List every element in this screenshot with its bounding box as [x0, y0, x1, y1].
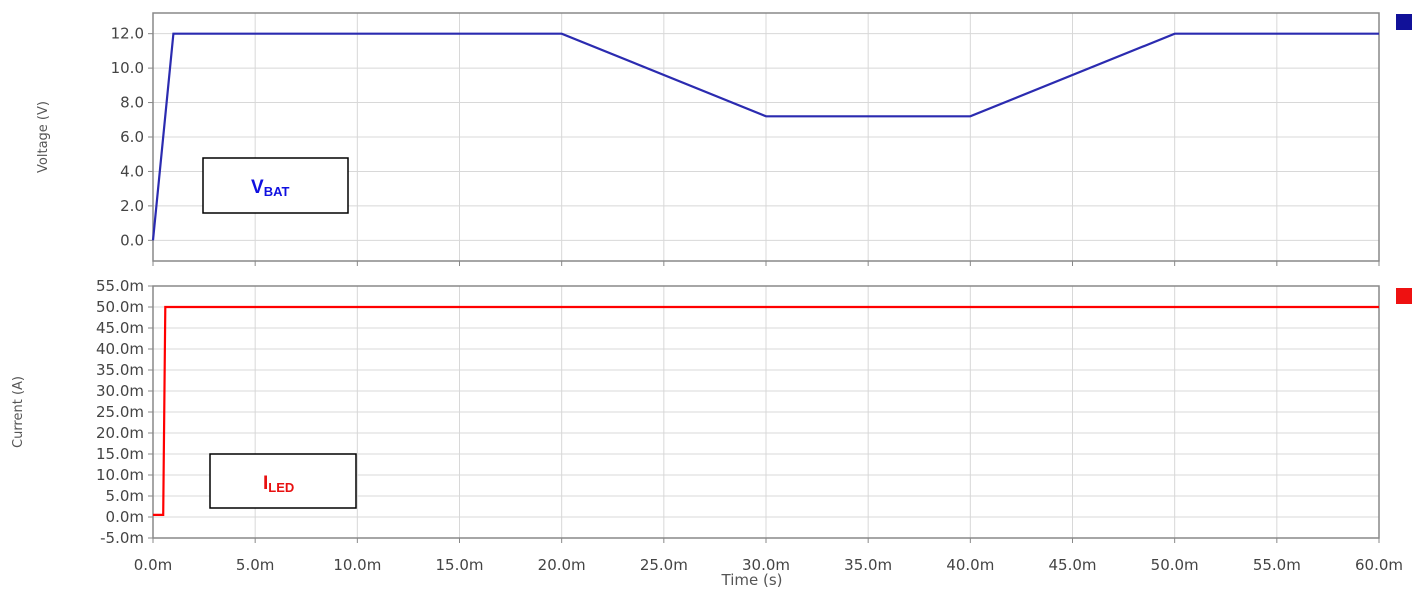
y-tick-label: 12.0 — [111, 25, 144, 43]
current-plot-frame — [152, 285, 1380, 539]
x-tick-label: 40.0m — [946, 556, 994, 574]
x-tick-label: 5.0m — [236, 556, 274, 574]
y-tick-label: 35.0m — [96, 361, 144, 379]
time-x-axis-title: Time (s) — [721, 571, 783, 589]
y-tick-label: 4.0 — [120, 162, 144, 180]
x-tick-label: 25.0m — [640, 556, 688, 574]
series-line — [151, 32, 1379, 241]
y-tick-label: 8.0 — [120, 94, 144, 112]
x-tick-label: 10.0m — [333, 556, 381, 574]
x-tick-label: 55.0m — [1253, 556, 1301, 574]
x-tick-label: 20.0m — [538, 556, 586, 574]
x-tick-label: 50.0m — [1151, 556, 1199, 574]
current-annotation-label: ILED — [263, 473, 294, 495]
y-tick-label: 20.0m — [96, 424, 144, 442]
voltage-grid — [148, 13, 1380, 266]
voltage-panel: 0.0 2.0 4.0 6.0 8.0 10.0 12.0 Voltage (V) VBAT — [36, 12, 1412, 266]
y-tick-label: 25.0m — [96, 403, 144, 421]
time-x-ticks: 0.0m 5.0m 10.0m 15.0m 20.0m 25.0m 30.0m 35.0m 40… — [134, 556, 1403, 574]
y-tick-label: 5.0m — [106, 487, 144, 505]
y-tick-label: -5.0m — [100, 529, 144, 547]
voltage-annotation-main: V — [251, 177, 264, 198]
x-tick-label: 45.0m — [1048, 556, 1096, 574]
current-y-ticks: -5.0m 0.0m 5.0m 10.0m 15.0m 20.0m 25.0m 30.0m 35… — [96, 277, 144, 547]
current-annotation-sub: LED — [268, 480, 294, 495]
current-panel: -5.0m 0.0m 5.0m 10.0m 15.0m 20.0m 25.0m 30.0m 35… — [11, 277, 1412, 589]
voltage-series — [151, 32, 1379, 241]
series-line — [153, 305, 1379, 517]
x-tick-label: 15.0m — [435, 556, 483, 574]
current-annotation-box — [209, 453, 357, 509]
voltage-plot-frame — [152, 12, 1380, 262]
y-tick-label: 50.0m — [96, 298, 144, 316]
x-tick-label: 30.0m — [742, 556, 790, 574]
voltage-legend-swatch — [1396, 14, 1412, 30]
x-tick-label: 0.0m — [134, 556, 172, 574]
y-tick-label: 2.0 — [120, 197, 144, 215]
current-annotation-main: I — [263, 473, 268, 494]
current-series — [153, 305, 1379, 517]
voltage-y-axis-title: Voltage (V) — [36, 101, 51, 173]
y-tick-label: 10.0 — [111, 59, 144, 77]
voltage-annotation-sub: BAT — [264, 184, 290, 199]
x-tick-label: 35.0m — [844, 556, 892, 574]
current-legend-swatch — [1396, 288, 1412, 304]
y-tick-label: 45.0m — [96, 319, 144, 337]
y-tick-label: 55.0m — [96, 277, 144, 295]
voltage-y-ticks: 0.0 2.0 4.0 6.0 8.0 10.0 12.0 — [111, 25, 144, 250]
y-tick-label: 40.0m — [96, 340, 144, 358]
voltage-annotation: VBAT — [202, 157, 349, 214]
y-tick-label: 30.0m — [96, 382, 144, 400]
x-tick-label: 60.0m — [1355, 556, 1403, 574]
y-tick-label: 15.0m — [96, 445, 144, 463]
current-y-axis-title: Current (A) — [11, 376, 26, 448]
y-tick-label: 6.0 — [120, 128, 144, 146]
y-tick-label: 0.0 — [120, 231, 144, 249]
voltage-annotation-label: VBAT — [251, 177, 289, 199]
y-tick-label: 10.0m — [96, 466, 144, 484]
y-tick-label: 0.0m — [106, 508, 144, 526]
voltage-annotation-box — [202, 157, 349, 214]
current-annotation: ILED — [209, 453, 357, 509]
